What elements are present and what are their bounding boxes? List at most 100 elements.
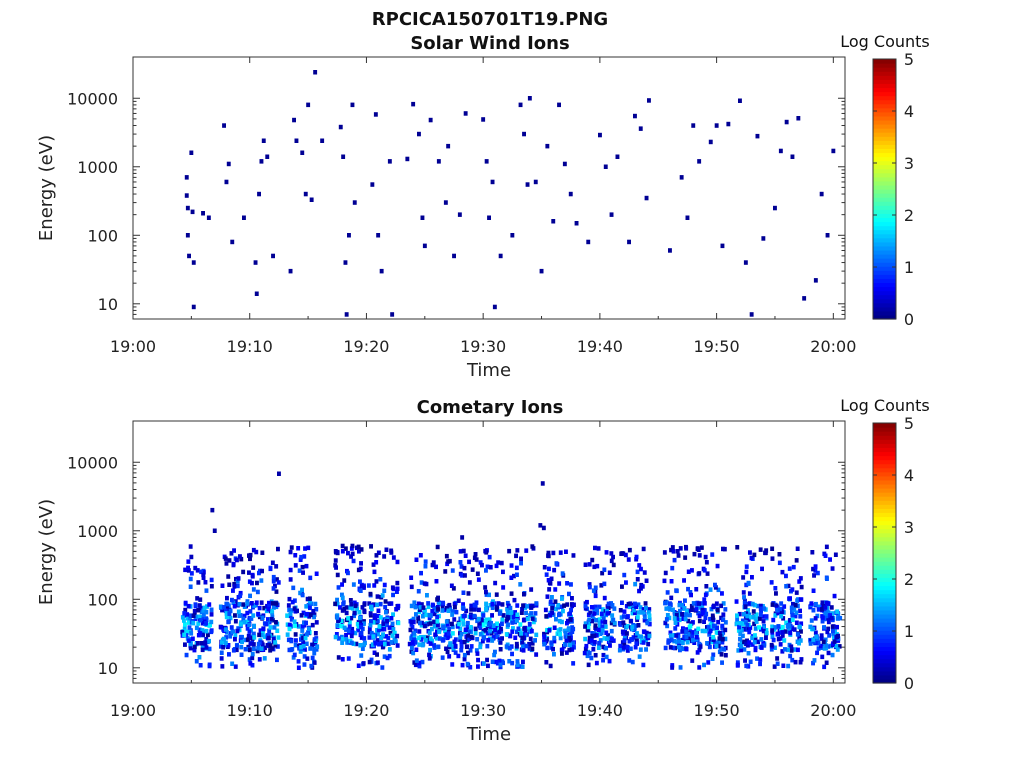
- heatmap-cell-1-1565: [588, 610, 593, 616]
- heatmap-cell-1-244: [218, 604, 223, 609]
- heatmap-cell-1-1488: [544, 572, 549, 577]
- heatmap-cell-1-2246: [798, 660, 803, 665]
- heatmap-cell-1-1049: [464, 608, 469, 614]
- heatmap-cell-1-1371: [506, 622, 510, 627]
- heatmap-cell-1-416: [274, 601, 279, 606]
- heatmap-cell-1-708: [367, 635, 372, 640]
- heatmap-cell-1-1441: [565, 581, 569, 586]
- colorbar-segment: [873, 463, 896, 469]
- heatmap-cell-1-42: [186, 603, 191, 609]
- heatmap-cell-1-333: [258, 628, 263, 633]
- heatmap-cell-0-32: [338, 124, 343, 130]
- heatmap-cell-0-54: [452, 253, 456, 259]
- heatmap-cell-1-603: [340, 624, 345, 629]
- heatmap-cell-1-1348: [534, 652, 539, 657]
- heatmap-cell-1-671: [349, 602, 354, 607]
- heatmap-cell-1-754: [387, 647, 392, 652]
- heatmap-cell-1-2494: [833, 629, 837, 634]
- heatmap-cell-1-2086: [720, 637, 725, 642]
- heatmap-cell-1-1310: [527, 629, 532, 634]
- heatmap-cell-1-1614: [586, 662, 591, 668]
- heatmap-cell-1-1116: [456, 653, 461, 659]
- heatmap-cell-1-2068: [715, 563, 720, 569]
- heatmap-cell-1-335: [267, 600, 271, 606]
- heatmap-cell-1-370: [261, 630, 265, 635]
- heatmap-cell-1-2270: [798, 608, 802, 614]
- heatmap-cell-1-506: [289, 617, 294, 622]
- heatmap-cell-1-923: [417, 663, 422, 669]
- heatmap-cell-1-1510: [552, 638, 557, 644]
- colorbar-segment: [873, 160, 896, 166]
- heatmap-cell-1-144: [228, 615, 233, 621]
- heatmap-cell-1-2507: [820, 654, 825, 660]
- heatmap-cell-1-2078: [718, 633, 723, 639]
- colorbar-segment: [873, 189, 896, 194]
- heatmap-cell-1-999: [450, 568, 455, 573]
- heatmap-cell-1-1142: [494, 592, 499, 597]
- heatmap-cell-1-794: [395, 643, 400, 648]
- heatmap-cell-0-20: [261, 138, 266, 143]
- heatmap-cell-1-2088: [717, 636, 722, 641]
- heatmap-cell-0-88: [685, 215, 690, 220]
- colorbar-segment: [873, 557, 896, 562]
- heatmap-cell-1-2371: [770, 556, 775, 561]
- heatmap-cell-1-1035: [466, 650, 470, 656]
- heatmap-cell-1-1288: [532, 617, 537, 623]
- heatmap-cell-1-609: [352, 600, 357, 605]
- heatmap-cell-1-82: [204, 616, 209, 621]
- heatmap-cell-1-399: [273, 640, 278, 645]
- heatmap-cell-1-691: [340, 582, 344, 587]
- heatmap-cell-0-85: [647, 98, 651, 103]
- heatmap-cell-1-1109: [467, 628, 472, 634]
- heatmap-cell-1-66: [187, 625, 192, 630]
- heatmap-cell-1-1709: [644, 647, 648, 652]
- heatmap-cell-1-834: [389, 640, 394, 645]
- heatmap-cell-1-820: [377, 642, 381, 647]
- heatmap-cell-1-1677: [602, 567, 607, 572]
- heatmap-cell-0-50: [428, 117, 433, 123]
- colorbar-segment: [873, 630, 896, 635]
- heatmap-cell-1-211: [224, 611, 229, 616]
- heatmap-cell-1-981: [440, 604, 445, 609]
- heatmap-cell-1-1291: [515, 629, 519, 635]
- colorbar-segment: [873, 245, 896, 251]
- heatmap-cell-1-1943: [686, 632, 691, 637]
- heatmap-cell-1-825: [366, 583, 371, 588]
- heatmap-cell-1-535: [287, 626, 292, 632]
- heatmap-cell-1-95: [186, 565, 190, 571]
- heatmap-cell-1-2094: [723, 627, 728, 633]
- heatmap-cell-1-583: [362, 642, 366, 648]
- heatmap-cell-1-2434: [810, 550, 815, 555]
- heatmap-cell-1-2156: [741, 575, 746, 580]
- heatmap-cell-1-1618: [605, 608, 609, 614]
- heatmap-cell-1-2111: [736, 648, 741, 653]
- heatmap-cell-1-1853: [683, 598, 687, 603]
- heatmap-cell-1-1179: [485, 631, 490, 636]
- heatmap-cell-1-1893: [674, 612, 679, 618]
- heatmap-cell-1-2496: [823, 611, 828, 616]
- heatmap-cell-1-2025: [698, 605, 703, 610]
- heatmap-cell-1-372: [270, 601, 275, 606]
- colorbar-segment: [873, 670, 896, 676]
- heatmap-cell-1-997: [468, 648, 473, 653]
- heatmap-cell-1-918: [424, 612, 429, 618]
- heatmap-cell-1-1107: [447, 558, 452, 564]
- heatmap-cell-1-2238: [751, 615, 756, 620]
- heatmap-cell-1-1352: [527, 621, 532, 627]
- heatmap-cell-1-1535: [547, 566, 551, 572]
- heatmap-cell-1-1346: [518, 622, 523, 627]
- heatmap-cell-1-917: [430, 608, 435, 614]
- heatmap-cell-1-1591: [602, 636, 607, 641]
- colorbar-segment: [873, 565, 896, 570]
- heatmap-cell-1-2453: [830, 611, 835, 616]
- heatmap-cell-1-655: [346, 628, 351, 633]
- heatmap-cell-1-392: [260, 550, 265, 555]
- heatmap-cell-1-1687: [618, 608, 623, 613]
- heatmap-cell-1-975: [428, 641, 433, 646]
- heatmap-cell-1-718: [367, 630, 372, 635]
- heatmap-cell-1-2047: [705, 571, 710, 576]
- heatmap-cell-1-491: [298, 590, 303, 596]
- heatmap-cell-1-1236: [483, 628, 488, 633]
- heatmap-cell-1-1973: [694, 628, 699, 633]
